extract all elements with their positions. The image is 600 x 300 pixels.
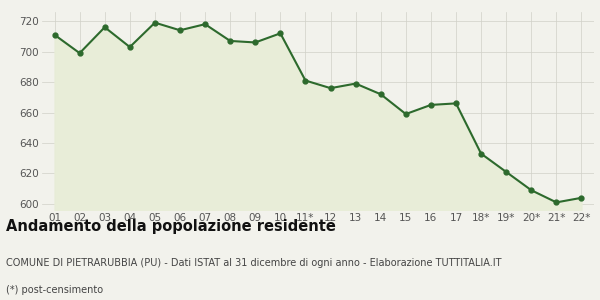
Text: COMUNE DI PIETRARUBBIA (PU) - Dati ISTAT al 31 dicembre di ogni anno - Elaborazi: COMUNE DI PIETRARUBBIA (PU) - Dati ISTAT… xyxy=(6,258,502,268)
Text: Andamento della popolazione residente: Andamento della popolazione residente xyxy=(6,219,336,234)
Text: (*) post-censimento: (*) post-censimento xyxy=(6,285,103,295)
